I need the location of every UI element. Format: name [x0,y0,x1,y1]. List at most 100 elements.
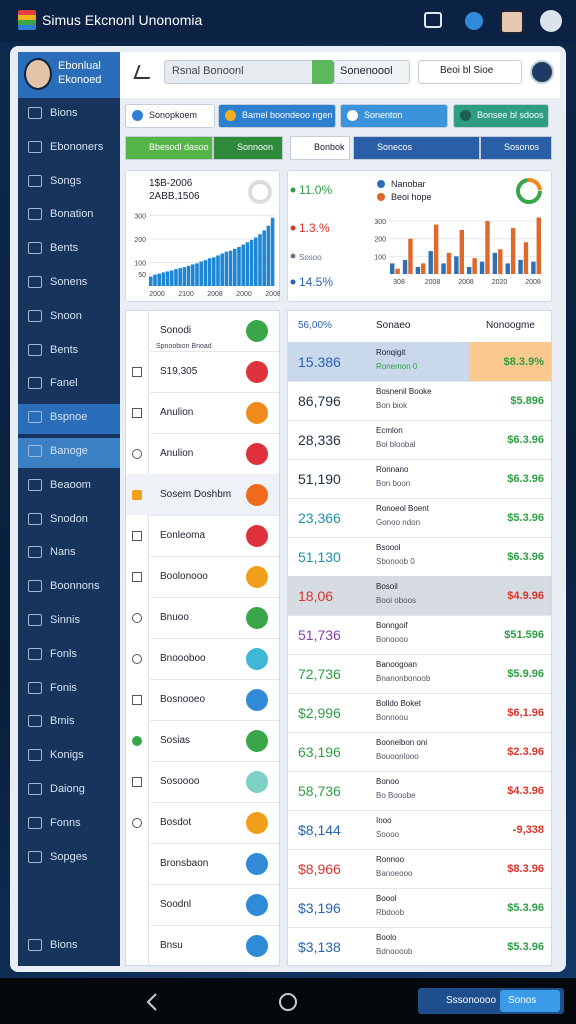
list-label[interactable]: Bosnooeo [160,693,206,705]
sidebar-label[interactable]: Nans [50,546,76,559]
sidebar-label[interactable]: Bmis [50,715,75,728]
sidebar-label[interactable]: Ebononers [50,140,104,153]
radio[interactable] [132,612,142,623]
list-icon[interactable] [246,319,268,342]
radio-checked[interactable] [132,735,142,746]
bar [233,248,237,286]
tab[interactable] [340,104,448,128]
list-label[interactable]: Bronsbaon [160,857,209,869]
user-icon[interactable] [530,60,554,84]
table-header[interactable]: Sonaeo [376,320,411,331]
menu-icon[interactable] [424,12,442,28]
avatar[interactable] [500,10,524,34]
list-label[interactable]: S19,305 [160,365,198,377]
list-icon[interactable] [246,565,268,588]
list-icon[interactable] [246,770,268,793]
list-label[interactable]: Sosoooo [160,775,200,787]
sidebar-item-selected[interactable] [18,404,120,435]
action-button[interactable] [418,60,522,84]
list-icon[interactable] [246,934,268,957]
list-icon[interactable] [246,524,268,547]
sidebar-icon [28,647,42,660]
list-label[interactable]: Anulion [160,447,194,459]
dropdown[interactable] [334,60,410,84]
checkbox[interactable] [132,366,142,377]
list-row-divider [150,556,279,557]
sidebar-label[interactable]: Bents [50,343,79,356]
list-icon[interactable] [246,852,268,875]
sidebar-label[interactable]: Sonens [50,276,88,288]
sidebar-label[interactable]: Bents [50,242,79,255]
radio[interactable] [132,817,142,828]
bar [454,256,459,274]
radio[interactable] [132,448,142,459]
checkbox[interactable] [132,530,142,541]
list-label[interactable]: Sosem Doshbm [160,488,232,500]
sidebar-label[interactable]: Sopges [50,850,88,863]
list-icon[interactable] [246,606,268,629]
sidebar-label[interactable]: Fonis [50,681,77,694]
checkbox[interactable] [132,571,142,582]
list-icon[interactable] [246,483,268,506]
app-logo[interactable] [18,10,36,30]
table-sub: Sbonoob 0 [376,557,415,566]
sidebar-label[interactable]: Boonnons [50,580,100,593]
list-icon[interactable] [246,811,268,834]
list-label[interactable]: Bosdot [160,816,192,828]
list-label[interactable]: Sosias [160,734,191,746]
sidebar-label[interactable]: Fonns [50,816,81,829]
sidebar-label[interactable]: Bspnoe [50,411,88,424]
table-header[interactable]: Nonoogme [486,320,535,331]
list-label[interactable]: Bnoooboo [160,652,206,664]
checkbox[interactable] [132,776,142,787]
filter-chip[interactable] [353,136,480,160]
checkbox[interactable] [132,694,142,705]
home-button[interactable] [279,993,297,1011]
settings-icon[interactable] [540,10,562,32]
search-button[interactable] [312,60,334,84]
filter-chip[interactable] [125,136,213,160]
sidebar-item-hover[interactable] [18,438,120,468]
sidebar-label[interactable]: Sinnis [50,614,80,626]
sidebar-label[interactable]: Bions [50,939,78,951]
sidebar-label[interactable]: Snoon [50,309,82,322]
list-icon[interactable] [246,360,268,383]
sidebar-label[interactable]: Konigs [50,749,84,762]
list-label[interactable]: Bnuoo [160,611,189,623]
sidebar-label[interactable]: Songs [50,174,82,187]
back-button[interactable] [146,993,157,1011]
filter-chip[interactable] [290,136,350,160]
radio[interactable] [132,653,142,664]
table-value: $2.3.96 [507,745,544,758]
table-amount: $2,996 [298,704,341,721]
notification-icon[interactable] [465,12,483,30]
list-label[interactable]: Boolonooo [160,570,208,582]
sidebar-label[interactable]: Beaoom [50,478,91,491]
checkbox[interactable] [132,407,142,418]
list-label[interactable]: Eonleoma [160,529,206,541]
list-icon[interactable] [246,893,268,916]
sidebar-label[interactable]: Daiong [50,783,85,795]
list-icon[interactable] [246,647,268,670]
filter-chip[interactable] [480,136,552,160]
taskbar-button[interactable] [500,990,560,1012]
list-label[interactable]: Soodnl [160,898,192,910]
checkbox-checked[interactable] [132,489,142,500]
sidebar-label[interactable]: Bions [50,107,78,119]
list-icon[interactable] [246,688,268,711]
filter-chip[interactable] [213,136,283,160]
search-box[interactable] [164,60,334,84]
sidebar-label[interactable]: Bonation [50,208,94,221]
sidebar-label[interactable]: Banoge [50,445,88,457]
sidebar-label[interactable]: Fanel [50,377,78,390]
list-label[interactable]: Anulion [160,406,194,418]
list-label[interactable]: Bnsu [160,939,183,951]
tab[interactable] [218,104,336,128]
list-icon[interactable] [246,729,268,752]
sidebar-label[interactable]: Fonls [50,647,77,660]
list-icon[interactable] [246,442,268,465]
list-label[interactable]: Sonodi [160,324,192,336]
table-row-shaded[interactable] [288,576,551,615]
list-icon[interactable] [246,401,268,424]
sidebar-label[interactable]: Snodon [50,512,88,525]
